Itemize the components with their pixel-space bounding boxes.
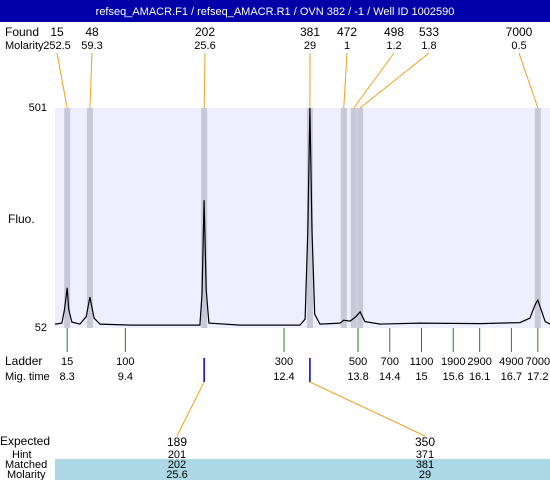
peak-size: 381: [300, 25, 320, 39]
peak-band: [350, 108, 357, 328]
peak-connector: [89, 52, 93, 109]
hint-value: 201: [168, 449, 186, 461]
ladder-size: 1100: [410, 356, 434, 368]
ladder-size: 300: [275, 356, 293, 368]
peak-connector: [343, 52, 348, 109]
ladder-size: 700: [381, 356, 399, 368]
expected-connector: [309, 381, 426, 437]
peak-band: [306, 108, 313, 328]
peak-band: [340, 108, 347, 328]
peak-connector: [359, 52, 430, 109]
peak-size: 7000: [506, 25, 533, 39]
peak-size: 498: [384, 25, 404, 39]
peak-band: [64, 108, 71, 328]
y-tick-label: 501: [29, 102, 47, 114]
peak-size: 202: [195, 25, 215, 39]
ladder-time: 15.6: [443, 371, 464, 383]
y-axis-label: Fluo.: [8, 212, 35, 226]
peak-size: 533: [419, 25, 439, 39]
expected-label: Expected: [0, 434, 50, 448]
ladder-time: 9.4: [118, 371, 133, 383]
y-tick-label: 52: [35, 322, 47, 334]
ladder-time: 12.4: [273, 371, 294, 383]
peak-molarity: 1.8: [421, 40, 436, 52]
matched-molarity: 29: [419, 469, 431, 480]
ladder-size: 500: [349, 356, 367, 368]
peak-molarity: 1.2: [386, 40, 401, 52]
title-bar: [0, 0, 550, 22]
peak-molarity: 1: [344, 40, 350, 52]
matched-molarity-label: Molarity: [7, 469, 46, 480]
peak-connector: [518, 52, 539, 109]
expected-size: 350: [415, 435, 435, 449]
expected-connector: [176, 381, 205, 437]
peak-molarity: 25.6: [194, 40, 215, 52]
ladder-size: 100: [116, 356, 134, 368]
peak-connector: [56, 52, 68, 109]
matched-value: 381: [416, 459, 434, 471]
peak-band: [86, 108, 93, 328]
hint-label: Hint: [12, 449, 32, 461]
ladder-label: Ladder: [5, 354, 42, 368]
matched-molarity: 25.6: [166, 469, 187, 480]
ladder-time: 13.8: [347, 371, 368, 383]
title: refseq_AMACR.F1 / refseq_AMACR.R1 / OVN …: [96, 6, 455, 18]
peak-molarity: 29: [304, 40, 316, 52]
peak-band: [357, 108, 364, 328]
peak-size: 472: [337, 25, 357, 39]
peak-size: 48: [85, 25, 99, 39]
peak-molarity: 252.5: [43, 40, 71, 52]
matched-value: 202: [168, 459, 186, 471]
found-label: Found: [5, 25, 39, 39]
peak-molarity: 59.3: [81, 40, 102, 52]
molarity-label: Molarity: [5, 40, 44, 52]
peak-connector: [353, 52, 395, 109]
ladder-size: 7000: [526, 356, 550, 368]
ladder-size: 15: [61, 356, 73, 368]
peak-size: 15: [50, 25, 64, 39]
peak-connector: [203, 52, 206, 109]
ladder-size: 2900: [467, 356, 491, 368]
expected-size: 189: [167, 435, 187, 449]
ladder-time: 14.4: [379, 371, 400, 383]
ladder-size: 4900: [499, 356, 523, 368]
peak-band: [534, 108, 541, 328]
ladder-time: 16.7: [501, 371, 522, 383]
matched-band: [55, 459, 550, 480]
trace: [54, 107, 550, 326]
mig-time-label: Mig. time: [5, 371, 50, 383]
matched-label: Matched: [5, 459, 47, 471]
ladder-time: 8.3: [60, 371, 75, 383]
plot-area: [55, 108, 550, 328]
hint-value: 371: [416, 449, 434, 461]
ladder-size: 1900: [441, 356, 465, 368]
ladder-time: 17.2: [527, 371, 548, 383]
ladder-time: 16.1: [469, 371, 490, 383]
peak-molarity: 0.5: [511, 40, 526, 52]
ladder-time: 15: [415, 371, 427, 383]
